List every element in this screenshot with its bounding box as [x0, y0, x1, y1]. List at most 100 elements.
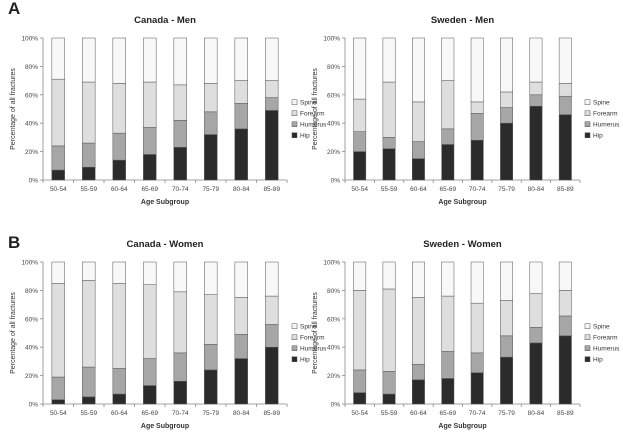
bar-segment-spine — [353, 37, 367, 100]
bar-segment-spine — [265, 37, 279, 81]
bar-segment-hip — [441, 378, 455, 405]
x-tick-label: 65-69 — [141, 186, 158, 193]
bar-segment-hip — [173, 147, 187, 181]
bar-stack — [82, 37, 96, 181]
x-tick-label: 50-54 — [351, 186, 368, 193]
x-tick-label: 85-89 — [263, 186, 280, 193]
bar-segment-forearm — [470, 302, 484, 354]
bar-segment-spine — [234, 37, 248, 81]
y-tick-label: 80% — [327, 288, 340, 295]
bar-segment-spine — [470, 261, 484, 304]
bar-segment-hip — [82, 396, 96, 405]
y-tick-label: 100% — [21, 260, 38, 267]
bar-segment-spine — [500, 37, 513, 93]
bar-segment-hip — [529, 342, 543, 405]
x-tick-label: 85-89 — [263, 410, 280, 417]
bar-segment-spine — [82, 261, 96, 281]
chart-title: Canada - Women — [127, 239, 204, 250]
y-tick-label: 100% — [323, 36, 340, 43]
bar-segment-humerus — [382, 371, 396, 395]
bar-segment-forearm — [412, 297, 425, 365]
y-axis-label: Percentage of all fractures — [10, 292, 17, 374]
chart-1: Sweden - Men 0% 20% 40% 60% 80% 100% Percentage… — [312, 15, 620, 206]
bar-stack — [470, 261, 484, 405]
x-tick-label: 55-59 — [80, 410, 97, 417]
bar-segment-humerus — [412, 363, 425, 381]
y-tick-label: 60% — [25, 92, 38, 99]
bar-segment-humerus — [353, 131, 367, 152]
bar-stack — [558, 37, 572, 181]
x-tick-label: 80-84 — [528, 186, 545, 193]
bar-segment-spine — [529, 37, 543, 83]
bar-segment-humerus — [500, 107, 513, 124]
legend-swatch-forearm — [291, 110, 298, 116]
y-tick-label: 20% — [327, 373, 340, 380]
bar-stack — [173, 37, 187, 181]
bar-segment-hip — [51, 169, 65, 181]
bar-segment-spine — [441, 37, 455, 81]
legend-swatch-humerus — [584, 345, 591, 351]
legend-swatch-humerus — [291, 121, 298, 127]
bar-segment-forearm — [112, 83, 126, 134]
x-axis-label: Age Subgroup — [141, 199, 189, 206]
bar-segment-hip — [529, 105, 543, 181]
bar-stack — [82, 261, 96, 405]
y-tick-label: 80% — [25, 64, 38, 71]
bar-stack — [382, 261, 396, 405]
bar-segment-forearm — [441, 80, 455, 130]
bar-segment-spine — [412, 261, 425, 298]
bar-segment-spine — [529, 261, 543, 294]
bar-segment-humerus — [412, 141, 425, 159]
bar-segment-hip — [143, 154, 157, 181]
bar-segment-hip — [112, 393, 126, 405]
bar-segment-hip — [558, 114, 572, 181]
legend-swatch-hip — [584, 132, 591, 138]
bar-segment-hip — [500, 356, 513, 405]
bar-segment-spine — [265, 261, 279, 297]
bar-segment-forearm — [470, 101, 484, 114]
bar-segment-spine — [382, 37, 396, 83]
bar-segment-forearm — [441, 295, 455, 352]
legend-label-spine: Spine — [300, 324, 317, 331]
bar-segment-humerus — [441, 128, 455, 145]
bar-segment-hip — [234, 358, 248, 405]
legend-swatch-humerus — [584, 121, 591, 127]
legend-swatch-spine — [584, 99, 591, 105]
legend-label-forearm: Forearm — [300, 111, 325, 118]
bar-stack — [173, 261, 187, 405]
bar-segment-humerus — [173, 352, 187, 382]
bar-segment-spine — [412, 37, 425, 103]
legend-label-hip: Hip — [300, 133, 310, 140]
bar-segment-spine — [173, 261, 187, 293]
bar-segment-humerus — [112, 368, 126, 395]
panel-letter-a: A — [8, 0, 20, 18]
bar-stack — [470, 37, 484, 181]
bar-segment-spine — [441, 261, 455, 297]
bar-segment-spine — [143, 261, 157, 285]
bar-segment-forearm — [382, 288, 396, 372]
bar-stack — [441, 261, 455, 405]
x-tick-label: 60-64 — [410, 410, 427, 417]
x-tick-label: 75-79 — [498, 186, 515, 193]
bar-segment-forearm — [234, 80, 248, 104]
chart-title: Sweden - Women — [423, 239, 502, 250]
bar-segment-humerus — [265, 324, 279, 348]
x-tick-label: 85-89 — [557, 410, 574, 417]
legend-swatch-spine — [584, 323, 591, 329]
bar-segment-hip — [265, 110, 279, 181]
y-tick-label: 60% — [25, 316, 38, 323]
x-tick-label: 55-59 — [381, 410, 398, 417]
bar-stack — [382, 37, 396, 181]
bar-segment-spine — [112, 37, 126, 84]
x-tick-label: 70-74 — [172, 186, 189, 193]
bar-segment-hip — [441, 144, 455, 181]
chart-3: Sweden - Women 0% 20% 40% 60% 80% 100% Percenta… — [312, 239, 620, 430]
bar-segment-humerus — [204, 111, 218, 135]
bar-stack — [265, 37, 279, 181]
bar-segment-humerus — [51, 376, 65, 400]
legend-label-humerus: Humerus — [300, 346, 327, 353]
bar-stack — [143, 261, 157, 405]
y-tick-label: 40% — [25, 121, 38, 128]
legend-label-humerus: Humerus — [593, 346, 620, 353]
y-tick-label: 40% — [327, 345, 340, 352]
